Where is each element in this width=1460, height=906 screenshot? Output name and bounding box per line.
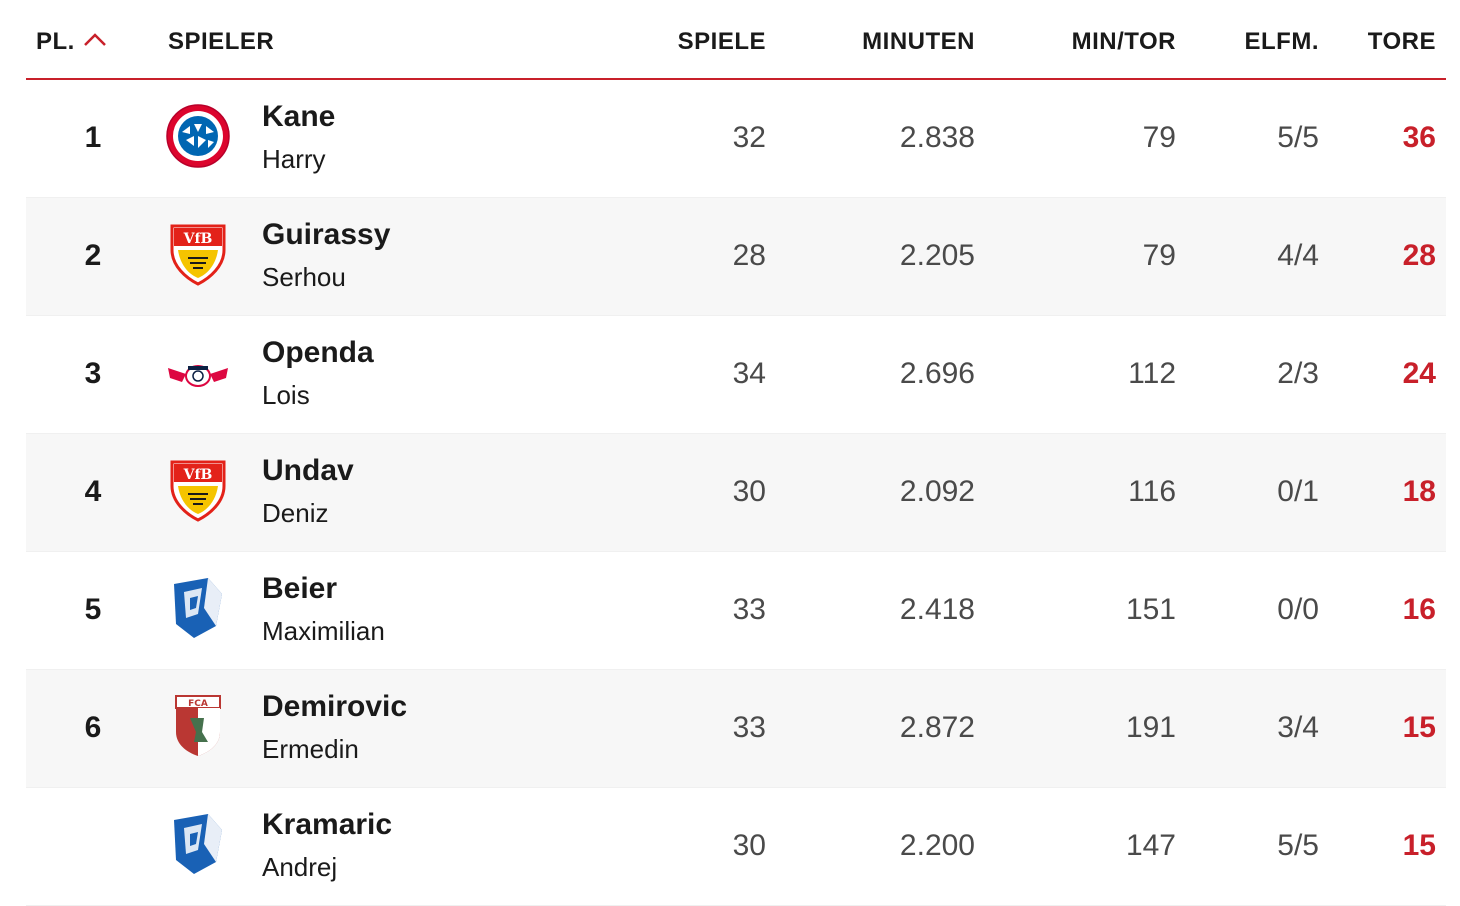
table-row[interactable]: 3 Openda Lois 34 2.696 112 2/3 24 [26,316,1446,434]
bayern-crest-icon[interactable] [164,102,232,170]
player-first-name[interactable]: Deniz [262,498,329,528]
header-games[interactable]: SPIELE [677,28,766,55]
chevron-up-icon[interactable] [83,26,107,54]
svg-text:FCA: FCA [188,699,208,709]
player-last-name[interactable]: Guirassy [262,218,391,251]
augsburg-crest-icon[interactable]: FCA [164,692,232,760]
minutes-value: 2.696 [899,357,975,390]
goals-value: 16 [1402,593,1436,626]
player-first-name[interactable]: Ermedin [262,734,359,764]
leipzig-crest-icon[interactable] [164,338,232,406]
stuttgart-crest-icon[interactable]: VfB [164,220,232,288]
header-goals[interactable]: TORE [1367,28,1436,55]
rank-number: 3 [84,357,102,390]
penalties-value: 3/4 [1277,711,1319,744]
player-last-name[interactable]: Openda [262,336,374,369]
header-penalties[interactable]: ELFM. [1244,28,1319,55]
player-first-name[interactable]: Maximilian [262,616,385,646]
minutes-value: 2.200 [899,829,975,862]
games-value: 33 [732,593,766,626]
games-value: 33 [732,711,766,744]
min-per-goal-value: 116 [1128,475,1176,508]
table-row[interactable]: 4 VfB Undav Deniz 30 2.092 116 0/1 18 [26,434,1446,552]
player-first-name[interactable]: Lois [262,380,310,410]
penalties-value: 2/3 [1277,357,1319,390]
minutes-value: 2.418 [899,593,975,626]
player-last-name[interactable]: Kane [262,100,336,133]
table-row[interactable]: 2 VfB Guirassy Serhou 28 2.205 79 4/4 28 [26,198,1446,316]
table-row[interactable]: 1 Kane Harry 32 2.838 79 5/5 36 [26,80,1446,198]
svg-text:VfB: VfB [183,231,213,247]
penalties-value: 0/1 [1277,475,1319,508]
player-first-name[interactable]: Serhou [262,262,346,292]
min-per-goal-value: 112 [1128,357,1176,390]
min-per-goal-value: 79 [1142,239,1176,272]
min-per-goal-value: 151 [1125,593,1176,626]
games-value: 28 [732,239,766,272]
scorer-table: PL. SPIELER SPIELE MINUTEN MIN/TOR ELFM.… [26,0,1446,906]
games-value: 30 [732,475,766,508]
minutes-value: 2.205 [899,239,975,272]
penalties-value: 5/5 [1277,829,1319,862]
player-last-name[interactable]: Beier [262,572,338,605]
goals-value: 36 [1402,121,1436,154]
games-value: 30 [732,829,766,862]
goals-value: 15 [1402,829,1436,862]
player-last-name[interactable]: Demirovic [262,690,408,723]
table-row[interactable]: 6 FCA Demirovic Ermedin 33 2.872 191 3/4 15 [26,670,1446,788]
table-row[interactable]: 5 Beier Maximilian 33 2.418 151 0/0 16 [26,552,1446,670]
rank-number: 6 [84,711,102,744]
min-per-goal-value: 191 [1125,711,1176,744]
player-first-name[interactable]: Harry [262,144,326,174]
player-last-name[interactable]: Kramaric [262,808,393,841]
table-row[interactable]: Kramaric Andrej 30 2.200 147 5/5 15 [26,788,1446,906]
rank-number: 4 [84,475,102,508]
min-per-goal-value: 147 [1125,829,1176,862]
header-minutes[interactable]: MINUTEN [862,28,975,55]
svg-text:VfB: VfB [183,467,213,483]
minutes-value: 2.872 [899,711,975,744]
minutes-value: 2.838 [899,121,975,154]
goals-value: 18 [1402,475,1436,508]
header-rank[interactable]: PL. [36,28,107,56]
penalties-value: 0/0 [1277,593,1319,626]
penalties-value: 5/5 [1277,121,1319,154]
table-header: PL. SPIELER SPIELE MINUTEN MIN/TOR ELFM.… [26,0,1446,80]
header-rank-label: PL. [36,28,75,55]
goals-value: 24 [1402,357,1436,390]
penalties-value: 4/4 [1277,239,1319,272]
rank-number: 5 [84,593,102,626]
goals-value: 28 [1402,239,1436,272]
stuttgart-crest-icon[interactable]: VfB [164,456,232,524]
player-first-name[interactable]: Andrej [262,852,338,882]
header-player[interactable]: SPIELER [168,28,275,55]
hoffenheim-crest-icon[interactable] [164,574,232,642]
player-last-name[interactable]: Undav [262,454,354,487]
header-min-per-goal[interactable]: MIN/TOR [1071,28,1176,55]
games-value: 32 [732,121,766,154]
minutes-value: 2.092 [899,475,975,508]
goals-value: 15 [1402,711,1436,744]
hoffenheim-crest-icon[interactable] [164,810,232,878]
rank-number: 1 [84,121,102,154]
games-value: 34 [732,357,766,390]
min-per-goal-value: 79 [1142,121,1176,154]
rank-number: 2 [84,239,102,272]
